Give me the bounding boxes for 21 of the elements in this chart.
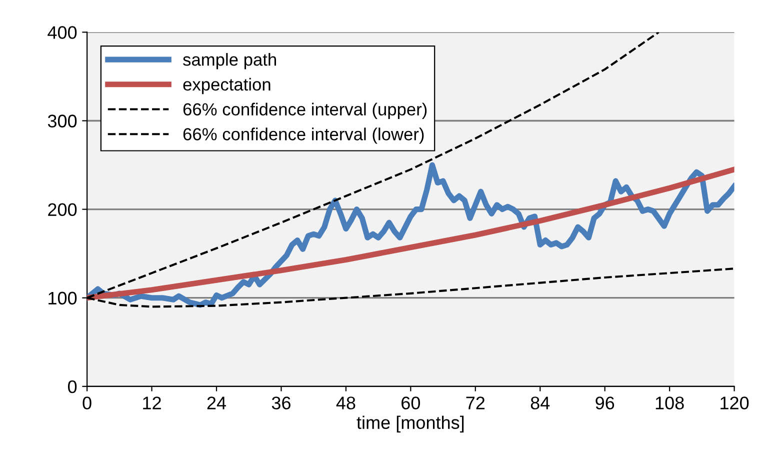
x-tick-label: 0 xyxy=(82,396,92,410)
x-tick-label: 72 xyxy=(466,396,485,410)
x-tick-label: 84 xyxy=(530,396,550,410)
legend-label: 66% confidence interval (upper) xyxy=(183,102,427,119)
x-tick-label: 24 xyxy=(207,396,226,410)
y-tick-label: 0 xyxy=(68,380,77,394)
legend-label: sample path xyxy=(183,53,276,70)
x-tick-label: 36 xyxy=(272,396,290,410)
legend-label: 66% confidence interval (lower) xyxy=(183,128,424,144)
y-tick-label: 200 xyxy=(48,203,77,216)
y-tick-label: 400 xyxy=(48,26,77,39)
x-tick-label: 48 xyxy=(336,396,356,410)
x-tick-label: 108 xyxy=(656,396,684,410)
x-tick-label: 96 xyxy=(596,396,614,410)
y-tick-label: 100 xyxy=(48,292,77,305)
x-axis-title: time [months] xyxy=(356,416,464,433)
x-tick-label: 12 xyxy=(143,396,161,410)
x-tick-label: 120 xyxy=(720,396,749,410)
legend-label: expectation xyxy=(183,78,270,94)
y-tick-label: 300 xyxy=(48,114,77,128)
x-tick-label: 60 xyxy=(402,396,420,410)
